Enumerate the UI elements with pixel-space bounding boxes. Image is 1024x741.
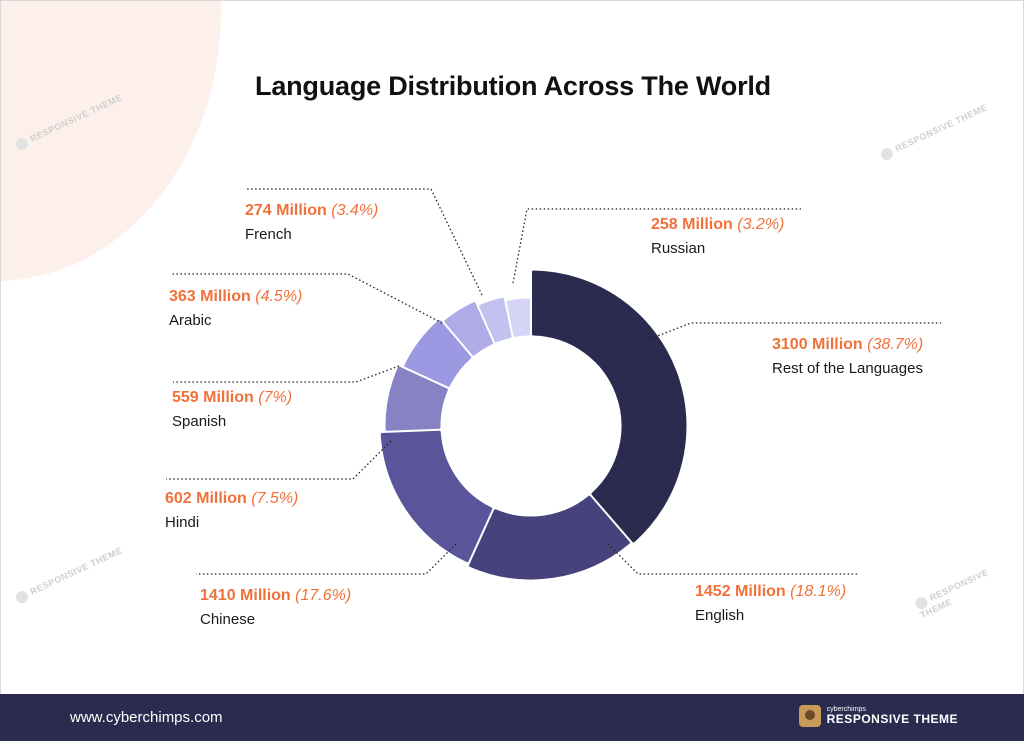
slice-arabic bbox=[444, 302, 493, 356]
brand-name: RESPONSIVE THEME bbox=[826, 711, 958, 726]
label-chinese: 1410 Million (17.6%) Chinese bbox=[200, 587, 352, 628]
brand-small-text: cyberchimps bbox=[826, 705, 866, 713]
label-rest: 3100 Million (38.7%) Rest of the Languag… bbox=[772, 336, 924, 377]
slice-rest bbox=[532, 270, 687, 543]
leader-line-arabic bbox=[171, 273, 443, 324]
leader-line-french bbox=[247, 188, 483, 296]
label-english: 1452 Million (18.1%) English bbox=[695, 583, 847, 624]
website-link[interactable]: www.cyberchimps.com bbox=[70, 709, 223, 726]
slice-english bbox=[469, 495, 630, 580]
label-french: 274 Million (3.4%) French bbox=[245, 202, 379, 243]
chart-title: Language Distribution Across The World bbox=[255, 71, 771, 101]
leader-line-english bbox=[607, 543, 859, 575]
leader-line-spanish bbox=[173, 365, 400, 383]
label-spanish: 559 Million (7%) Spanish bbox=[172, 389, 293, 430]
slice-french bbox=[479, 297, 512, 343]
leader-line-hindi bbox=[166, 440, 392, 480]
slice-spanish bbox=[404, 319, 472, 387]
label-hindi: 602 Million (7.5%) Hindi bbox=[165, 490, 299, 531]
label-russian: 258 Million (3.2%) Russian bbox=[651, 216, 785, 257]
slice-chinese bbox=[380, 430, 493, 563]
footer-bar: www.cyberchimps.com cyberchimps RESPONSI… bbox=[0, 694, 1024, 741]
label-arabic: 363 Million (4.5%) Arabic bbox=[169, 288, 303, 329]
slice-hindi bbox=[385, 366, 448, 431]
slice-russian bbox=[506, 298, 530, 337]
monkey-logo-icon bbox=[798, 705, 821, 727]
leader-line-russian bbox=[512, 208, 801, 284]
brand-logo: cyberchimps RESPONSIVE THEME bbox=[798, 705, 958, 727]
leader-line-chinese bbox=[196, 543, 457, 575]
